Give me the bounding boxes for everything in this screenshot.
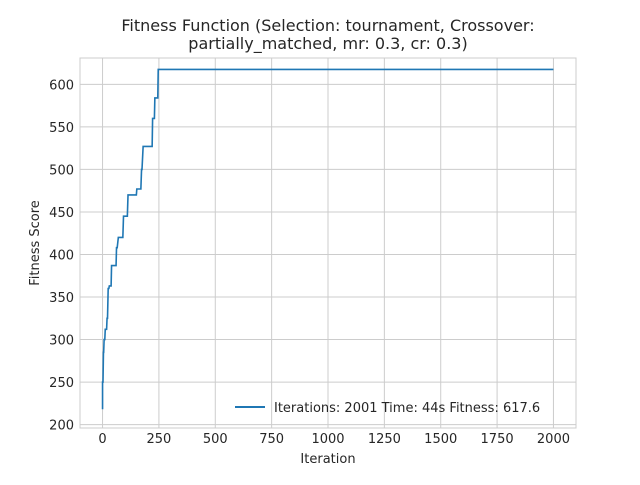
plot-frame <box>79 57 577 429</box>
y-tick-label: 300 <box>49 334 74 349</box>
x-tick-label: 1750 <box>481 432 514 447</box>
y-axis-label: Fitness Score <box>28 200 43 286</box>
x-tick-label: 1000 <box>311 432 344 447</box>
x-tick-label: 1500 <box>424 432 457 447</box>
x-tick-label: 2000 <box>537 432 570 447</box>
y-tick-label: 400 <box>49 248 74 263</box>
x-tick-label: 250 <box>146 432 171 447</box>
y-tick-label: 550 <box>49 121 74 136</box>
y-tick-label: 250 <box>49 376 74 391</box>
y-tick-label: 450 <box>49 206 74 221</box>
x-tick-label: 0 <box>98 432 106 447</box>
fitness-series-line <box>101 68 554 410</box>
y-tick-label: 600 <box>49 78 74 93</box>
y-tick-label: 350 <box>49 291 74 306</box>
y-tick-label: 200 <box>49 419 74 434</box>
grid <box>80 58 576 428</box>
chart-title-line-2: partially_matched, mr: 0.3, cr: 0.3) <box>188 34 467 54</box>
tick-labels: 0 250 500 750 1000 1250 1500 1750 2000 200 250 300 3… <box>49 78 570 447</box>
y-tick-label: 500 <box>49 163 74 178</box>
legend: Iterations: 2001 Time: 44s Fitness: 617.… <box>235 401 540 416</box>
x-tick-label: 750 <box>259 432 284 447</box>
series-layer <box>101 68 554 410</box>
x-tick-label: 1250 <box>368 432 401 447</box>
legend-label: Iterations: 2001 Time: 44s Fitness: 617.… <box>274 401 540 416</box>
x-axis-label: Iteration <box>300 452 355 467</box>
chart-title-line-1: Fitness Function (Selection: tournament,… <box>121 16 534 35</box>
x-tick-label: 500 <box>203 432 228 447</box>
